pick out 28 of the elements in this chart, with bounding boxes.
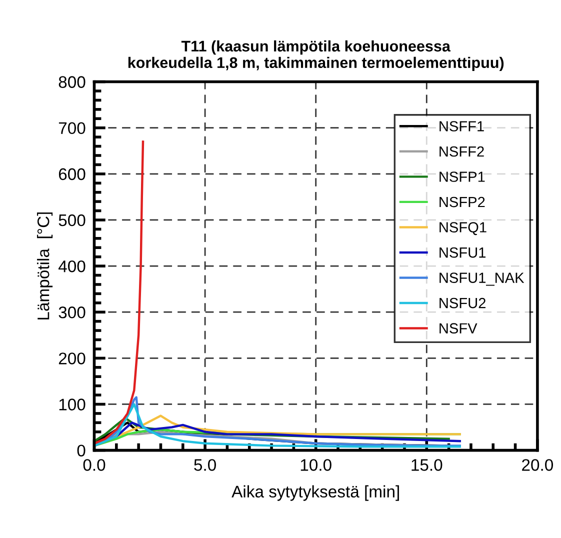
line-series <box>94 140 144 445</box>
line-series <box>94 403 461 448</box>
x-axis-title: Aika sytytyksestä [min] <box>232 485 399 501</box>
x-tick-label: 15.0 <box>412 459 442 471</box>
legend-label: NSFQ1 <box>440 222 486 236</box>
y-tick-label: 0 <box>77 444 86 457</box>
legend-label: NSFP2 <box>440 196 485 208</box>
legend-label: NSFU2 <box>440 298 486 308</box>
x-tick-label: 5.0 <box>194 459 216 471</box>
legend-label: NSFF1 <box>440 121 484 132</box>
x-tick-label: 20.0 <box>522 459 554 471</box>
legend-label: NSFP1 <box>440 172 485 182</box>
legend-label: NSFF2 <box>440 146 484 157</box>
y-tick-label: 200 <box>58 352 86 364</box>
y-axis-title: Lämpötila [°C] <box>37 212 53 320</box>
y-tick-label: 400 <box>58 260 86 272</box>
x-tick-label: 10.0 <box>300 459 332 471</box>
legend-label: NSFV <box>440 323 478 334</box>
legend-label: NSFU1_NAK <box>440 272 524 286</box>
y-tick-label: 100 <box>59 398 86 410</box>
y-tick-label: 700 <box>58 122 86 134</box>
chart-title: T11 (kaasun lämpötila koehuoneessa korkeudella 1,8 m, takimmainen termoelementtipuu) <box>128 40 504 72</box>
legend-label: NSFU1 <box>440 247 486 258</box>
y-tick-label: 500 <box>58 214 86 226</box>
y-tick-label: 300 <box>58 306 86 318</box>
x-tick-label: 0.0 <box>83 459 106 471</box>
y-tick-label: 600 <box>58 168 86 180</box>
y-tick-label: 800 <box>58 76 86 88</box>
